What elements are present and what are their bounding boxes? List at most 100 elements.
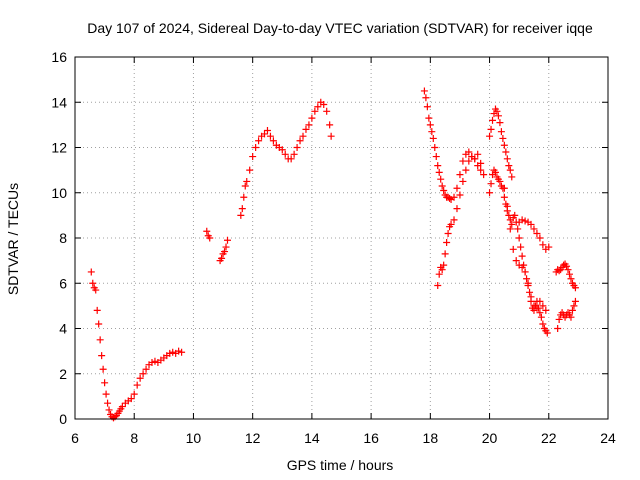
data-point <box>486 189 494 197</box>
data-point <box>440 186 448 194</box>
data-point <box>487 180 495 188</box>
data-point <box>266 132 274 140</box>
data-point <box>497 128 505 136</box>
series-seg-h <box>500 184 550 314</box>
data-point <box>523 275 531 283</box>
data-point <box>99 365 107 373</box>
data-point <box>515 234 523 242</box>
data-point <box>101 379 109 387</box>
data-point <box>571 284 579 292</box>
data-point <box>524 279 532 287</box>
data-point <box>505 162 513 170</box>
data-point <box>496 119 504 127</box>
data-point <box>299 132 307 140</box>
data-point <box>440 261 448 269</box>
x-tick-label: 8 <box>130 430 138 446</box>
data-point <box>514 225 522 233</box>
data-point <box>539 302 547 310</box>
data-point <box>420 87 428 95</box>
data-point <box>555 267 563 275</box>
series-seg-e <box>434 150 485 290</box>
data-point <box>240 193 248 201</box>
data-point <box>293 144 301 151</box>
data-point <box>539 241 547 249</box>
data-point <box>441 250 449 258</box>
x-tick-label: 12 <box>245 430 261 446</box>
chart-title: Day 107 of 2024, Sidereal Day-to-day VTE… <box>87 20 593 36</box>
x-tick-label: 20 <box>482 430 498 446</box>
data-point <box>249 153 257 161</box>
data-point <box>92 286 100 294</box>
data-point <box>512 257 520 265</box>
data-point <box>203 227 211 235</box>
data-point <box>446 194 454 202</box>
data-point <box>527 220 535 228</box>
data-point <box>206 234 214 242</box>
data-point <box>456 171 464 179</box>
data-point <box>477 166 485 174</box>
data-point <box>127 395 135 403</box>
data-point <box>465 148 473 156</box>
x-tick-label: 24 <box>600 430 616 446</box>
data-point <box>281 150 289 158</box>
data-point <box>133 381 141 389</box>
data-point <box>530 225 538 233</box>
data-point <box>518 252 526 260</box>
y-tick-label: 8 <box>59 230 67 246</box>
data-point <box>104 399 112 407</box>
data-point <box>238 205 246 213</box>
y-tick-label: 16 <box>51 49 67 65</box>
data-point <box>471 155 479 163</box>
data-point <box>261 130 269 138</box>
data-point <box>269 137 277 145</box>
data-point <box>542 306 550 314</box>
data-point <box>508 220 516 228</box>
data-point <box>560 261 568 269</box>
data-point <box>444 229 452 237</box>
data-point <box>435 168 443 176</box>
data-point <box>459 157 467 165</box>
series-seg-g <box>486 166 551 337</box>
data-point <box>480 171 488 179</box>
data-point <box>93 306 101 314</box>
data-point <box>489 116 497 124</box>
data-point <box>218 254 226 262</box>
data-point <box>570 302 578 310</box>
x-tick-label: 14 <box>304 430 320 446</box>
data-point <box>465 157 473 165</box>
data-point <box>222 243 230 251</box>
data-point <box>536 309 544 317</box>
data-point <box>526 288 534 296</box>
data-point <box>139 370 147 378</box>
data-point <box>130 390 138 398</box>
data-point <box>178 348 186 356</box>
data-point <box>434 162 442 170</box>
data-point <box>148 358 156 366</box>
data-point <box>290 150 298 158</box>
data-point <box>500 193 508 201</box>
data-point <box>493 107 501 115</box>
data-point <box>326 121 334 129</box>
data-point <box>567 313 575 321</box>
data-point <box>477 159 485 167</box>
data-point <box>287 155 295 163</box>
data-point <box>536 234 544 242</box>
y-tick-label: 6 <box>59 275 67 291</box>
data-point <box>241 182 249 190</box>
data-point <box>537 313 545 321</box>
series-seg-k <box>554 297 579 332</box>
data-point <box>437 175 445 183</box>
series-seg-d <box>420 87 488 204</box>
data-point <box>533 304 541 312</box>
data-point <box>521 268 529 276</box>
data-point <box>431 144 439 151</box>
data-point <box>456 191 464 199</box>
series-seg-f <box>486 105 516 181</box>
data-point <box>435 270 443 278</box>
data-point <box>506 225 514 233</box>
data-point <box>462 166 470 174</box>
data-points <box>87 87 579 422</box>
data-point <box>429 134 437 142</box>
data-point <box>87 268 95 276</box>
data-point <box>221 248 229 256</box>
